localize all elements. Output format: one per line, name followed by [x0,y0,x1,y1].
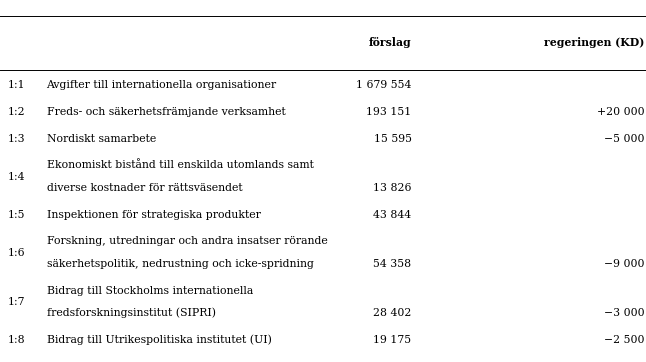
Text: Inspektionen för strategiska produkter: Inspektionen för strategiska produkter [47,210,260,220]
Text: förslag: förslag [369,37,412,48]
Text: −9 000: −9 000 [604,259,645,269]
Text: 1:3: 1:3 [8,134,25,144]
Text: 43 844: 43 844 [373,210,412,220]
Text: 1:2: 1:2 [8,107,25,117]
Text: Nordiskt samarbete: Nordiskt samarbete [47,134,156,144]
Text: Bidrag till Utrikespolitiska institutet (UI): Bidrag till Utrikespolitiska institutet … [47,334,271,345]
Text: 28 402: 28 402 [373,308,412,318]
Text: 1:1: 1:1 [8,80,25,90]
Text: −3 000: −3 000 [604,308,645,318]
Text: diverse kostnader för rättsväsendet: diverse kostnader för rättsväsendet [47,183,242,193]
Text: 1:6: 1:6 [8,248,25,258]
Text: 19 175: 19 175 [373,335,412,345]
Text: Bidrag till Stockholms internationella: Bidrag till Stockholms internationella [47,286,253,296]
Text: fredsforskningsinstitut (SIPRI): fredsforskningsinstitut (SIPRI) [47,308,216,319]
Text: +20 000: +20 000 [597,107,645,117]
Text: Ekonomiskt bistånd till enskilda utomlands samt: Ekonomiskt bistånd till enskilda utomlan… [47,160,313,171]
Text: 54 358: 54 358 [373,259,412,269]
Text: 1:8: 1:8 [8,335,25,345]
Text: säkerhetspolitik, nedrustning och icke-spridning: säkerhetspolitik, nedrustning och icke-s… [47,259,313,269]
Text: Forskning, utredningar och andra insatser rörande: Forskning, utredningar och andra insatse… [47,236,328,247]
Text: −5 000: −5 000 [604,134,645,144]
Text: 13 826: 13 826 [373,183,412,193]
Text: 1 679 554: 1 679 554 [356,80,412,90]
Text: −2 500: −2 500 [604,335,645,345]
Text: 193 151: 193 151 [366,107,412,117]
Text: 15 595: 15 595 [373,134,412,144]
Text: regeringen (KD): regeringen (KD) [545,37,645,48]
Text: 1:5: 1:5 [8,210,25,220]
Text: 1:4: 1:4 [8,172,25,182]
Text: Freds- och säkerhetsfrämjande verksamhet: Freds- och säkerhetsfrämjande verksamhet [47,107,286,117]
Text: 1:7: 1:7 [8,297,25,307]
Text: Avgifter till internationella organisationer: Avgifter till internationella organisati… [47,80,276,90]
